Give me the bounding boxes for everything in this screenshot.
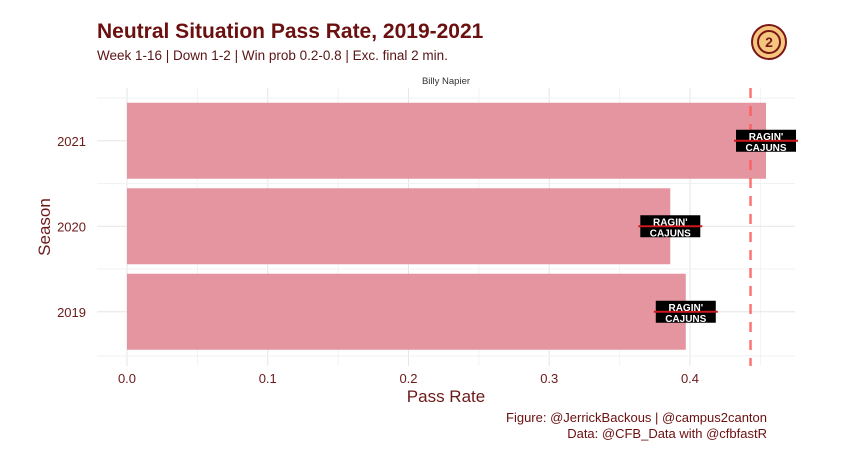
x-tick-label: 0.3: [540, 371, 558, 386]
caption-figure: Figure: @JerrickBackous | @campus2canton: [506, 410, 767, 425]
logo-text: CAJUNS: [650, 228, 691, 239]
y-tick-label: 2021: [57, 134, 86, 149]
ragin-cajuns-logo-icon: [638, 215, 703, 238]
ragin-cajuns-logo-icon: [734, 129, 799, 152]
logo-text: CAJUNS: [665, 314, 706, 325]
logo-text: CAJUNS: [745, 143, 786, 154]
logo-text: RAGIN': [749, 132, 784, 143]
bar-2021: [127, 102, 767, 179]
y-axis-title: Season: [35, 198, 54, 256]
bar-2020: [127, 188, 671, 265]
chart-subtitle: Week 1-16 | Down 1-2 | Win prob 0.2-0.8 …: [97, 48, 448, 63]
campus2canton-logo-icon: 2: [751, 24, 787, 60]
x-tick-label: 0.2: [399, 371, 417, 386]
x-tick-label: 0.1: [259, 371, 277, 386]
logo-text: RAGIN': [668, 303, 703, 314]
svg-text:2: 2: [765, 34, 773, 50]
ragin-cajuns-logo-icon: [653, 300, 718, 323]
y-tick-label: 2020: [57, 219, 86, 234]
x-tick-label: 0.0: [118, 371, 136, 386]
x-axis-title: Pass Rate: [407, 387, 485, 406]
caption-data: Data: @CFB_Data with @cfbfastR: [567, 426, 767, 441]
bar-2019: [127, 273, 686, 350]
logo-text: RAGIN': [653, 217, 688, 228]
chart-title: Neutral Situation Pass Rate, 2019-2021: [97, 20, 484, 43]
x-tick-label: 0.4: [681, 371, 699, 386]
y-tick-label: 2019: [57, 305, 86, 320]
facet-label: Billy Napier: [421, 76, 471, 87]
